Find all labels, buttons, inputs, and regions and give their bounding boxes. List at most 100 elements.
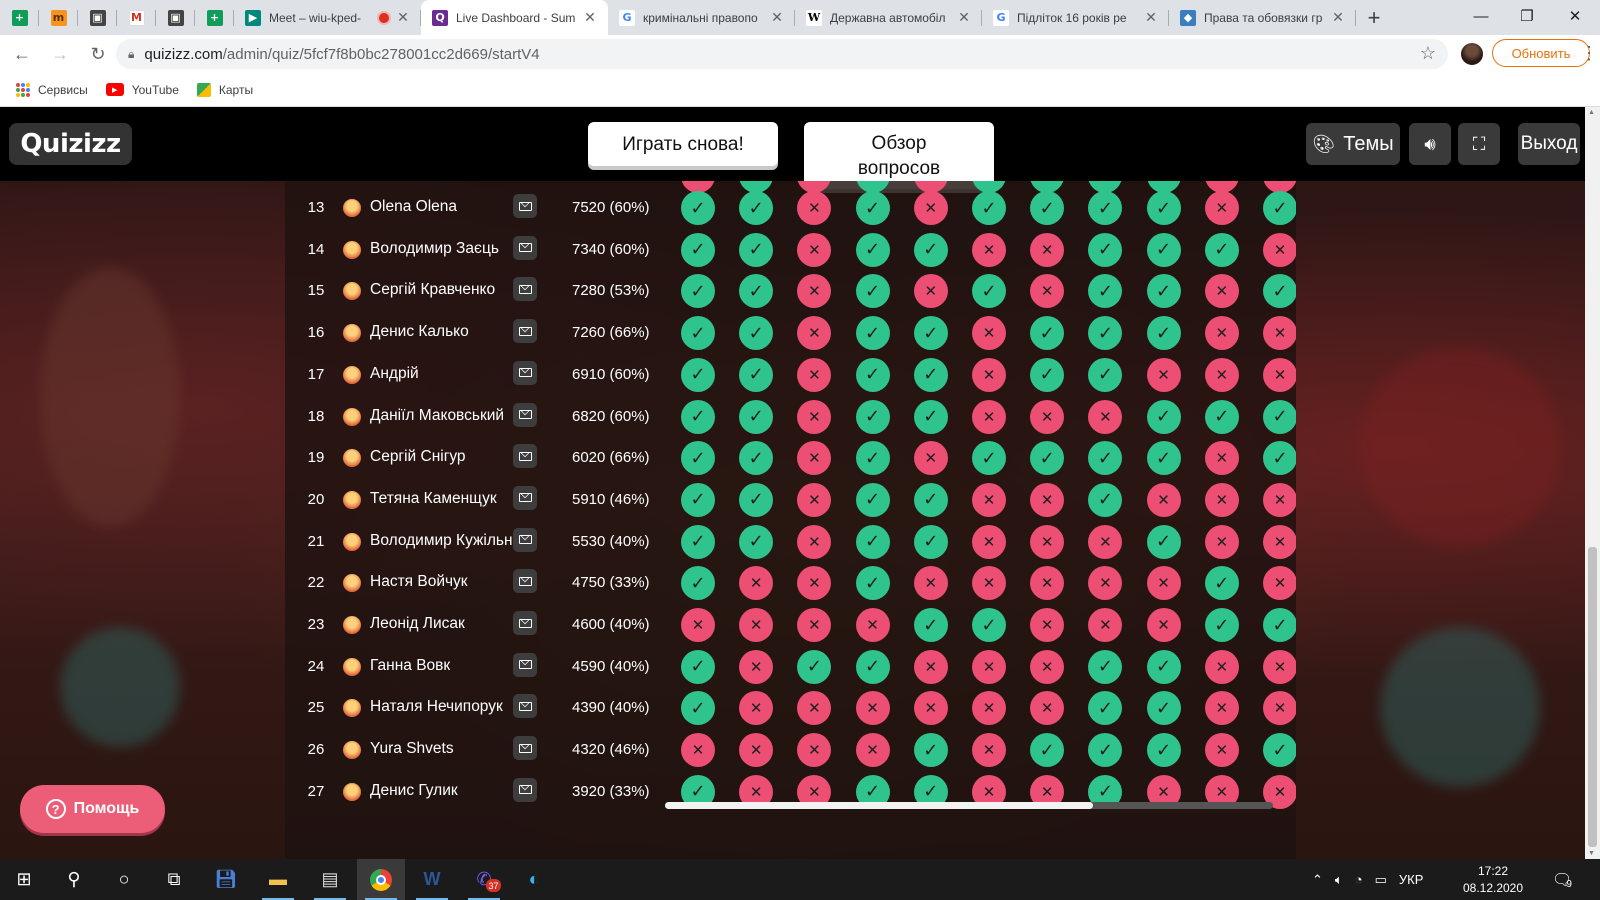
email-report-button[interactable] — [513, 444, 537, 469]
search-icon[interactable]: ⚲ — [67, 869, 81, 889]
file-explorer-icon[interactable]: ▬ — [254, 859, 302, 900]
incorrect-answer-icon[interactable]: ✕ — [913, 566, 948, 601]
email-report-button[interactable] — [513, 277, 537, 302]
bookmark-services[interactable]: Сервисы — [16, 82, 88, 97]
incorrect-answer-icon[interactable]: ✕ — [972, 733, 1006, 768]
correct-answer-icon[interactable]: ✓ — [1030, 733, 1065, 768]
incorrect-answer-icon[interactable]: ✕ — [797, 691, 832, 726]
bookmark-youtube[interactable]: ▶ YouTube — [105, 83, 179, 97]
incorrect-answer-icon[interactable]: ✕ — [1263, 232, 1296, 267]
correct-answer-icon[interactable]: ✓ — [1263, 441, 1296, 476]
volume-icon[interactable]: 🔈︎ — [1334, 871, 1343, 887]
table-row[interactable]: 25 Наталя Нечипорук 4390 (40%) ✓ ✕ ✕ ✕ ✕ ✕ ✕ ✓ ✓ ✕ ✕ — [285, 687, 1296, 728]
table-row[interactable]: 13 Olena Olena 7520 (60%) ✓ ✓ ✕ ✓ ✕ ✓ ✓ ✓ ✓ ✕ ✓ — [285, 187, 1296, 228]
tab-google-search-1[interactable]: G кримінальні правопо ✕ — [608, 0, 795, 35]
address-bar[interactable]: 🔒︎ quizizz.com/admin/quiz/5fcf7f8b0bc278… — [116, 39, 1448, 69]
tab-rights[interactable]: ◆ Права та обовязки гр ✕ — [1169, 0, 1356, 35]
horizontal-scrollbar[interactable] — [665, 802, 1273, 809]
incorrect-answer-icon[interactable]: ✕ — [739, 649, 774, 684]
windows-start-icon[interactable]: ⊞ — [16, 869, 32, 889]
more-menu-icon[interactable]: ⋮ — [1580, 43, 1598, 63]
correct-answer-icon[interactable]: ✓ — [972, 191, 1006, 225]
battery-icon[interactable]: ▭ — [1374, 871, 1387, 887]
pinned-tab-classroom[interactable]: ▣ — [78, 0, 117, 35]
correct-answer-icon[interactable]: ✓ — [1088, 733, 1123, 768]
correct-answer-icon[interactable]: ✓ — [1146, 733, 1181, 768]
correct-answer-icon[interactable]: ✓ — [855, 441, 890, 476]
incorrect-answer-icon[interactable]: ✕ — [1088, 524, 1123, 559]
correct-answer-icon[interactable]: ✓ — [1146, 524, 1181, 559]
email-report-button[interactable] — [513, 652, 537, 677]
themes-button[interactable]: 🎨︎ Темы — [1306, 123, 1400, 165]
bookmark-maps[interactable]: Карты — [196, 82, 253, 97]
incorrect-answer-icon[interactable]: ✕ — [1263, 316, 1296, 351]
correct-answer-icon[interactable]: ✓ — [1204, 399, 1239, 434]
correct-answer-icon[interactable]: ✓ — [1088, 649, 1123, 684]
incorrect-answer-icon[interactable]: ✕ — [1263, 357, 1296, 392]
incorrect-answer-icon[interactable]: ✕ — [913, 691, 948, 726]
vertical-scroll-thumb[interactable] — [1588, 547, 1597, 847]
maximize-button[interactable]: ❐ — [1520, 8, 1534, 25]
correct-answer-icon[interactable]: ✓ — [855, 649, 890, 684]
incorrect-answer-icon[interactable]: ✕ — [1088, 399, 1123, 434]
incorrect-answer-icon[interactable]: ✕ — [1263, 566, 1296, 601]
incorrect-answer-icon[interactable]: ✕ — [1204, 441, 1239, 476]
incorrect-answer-icon[interactable]: ✕ — [1088, 566, 1123, 601]
bookmark-star-icon[interactable]: ☆ — [1419, 43, 1436, 63]
scroll-down-icon[interactable]: ▼ — [1588, 850, 1595, 857]
incorrect-answer-icon[interactable]: ✕ — [797, 316, 832, 351]
incorrect-answer-icon[interactable]: ✕ — [1146, 357, 1181, 392]
table-row[interactable]: 20 Тетяна Каменщук 5910 (46%) ✓ ✓ ✕ ✓ ✓ ✕ ✕ ✓ ✕ ✕ ✕ — [285, 479, 1296, 520]
correct-answer-icon[interactable]: ✓ — [1146, 232, 1181, 267]
incorrect-answer-icon[interactable]: ✕ — [1030, 399, 1065, 434]
review-questions-button[interactable]: Обзор вопросов — [804, 122, 994, 189]
correct-answer-icon[interactable]: ✓ — [972, 608, 1006, 642]
scroll-up-icon[interactable]: ▲ — [1588, 109, 1595, 116]
correct-answer-icon[interactable]: ✓ — [1204, 608, 1239, 642]
correct-answer-icon[interactable]: ✓ — [1263, 191, 1296, 225]
table-row[interactable]: 18 Даніїл Маковський 6820 (60%) ✓ ✓ ✕ ✓ ✓ ✕ ✕ ✕ ✓ ✓ ✓ — [285, 396, 1296, 437]
incorrect-answer-icon[interactable]: ✕ — [855, 608, 890, 642]
correct-answer-icon[interactable]: ✓ — [855, 232, 890, 267]
tab-wikipedia[interactable]: W Державна автомобіл ✕ — [795, 0, 982, 35]
vertical-scrollbar[interactable]: ▲ ▼ — [1585, 107, 1600, 859]
correct-answer-icon[interactable]: ✓ — [739, 357, 774, 392]
incorrect-answer-icon[interactable]: ✕ — [972, 399, 1006, 434]
incorrect-answer-icon[interactable]: ✕ — [1030, 482, 1065, 517]
correct-answer-icon[interactable]: ✓ — [1030, 357, 1065, 392]
incorrect-answer-icon[interactable]: ✕ — [1204, 482, 1239, 517]
save-icon[interactable]: 💾︎ — [214, 869, 238, 889]
edge-icon[interactable]: ◐ — [528, 869, 540, 889]
incorrect-answer-icon[interactable]: ✕ — [913, 191, 948, 225]
email-report-button[interactable] — [513, 194, 537, 218]
correct-answer-icon[interactable]: ✓ — [739, 441, 774, 476]
email-report-button[interactable] — [513, 777, 537, 802]
correct-answer-icon[interactable]: ✓ — [1263, 608, 1296, 642]
correct-answer-icon[interactable]: ✓ — [1088, 316, 1123, 351]
correct-answer-icon[interactable]: ✓ — [739, 399, 774, 434]
correct-answer-icon[interactable]: ✓ — [1204, 566, 1239, 601]
table-row[interactable]: 22 Настя Войчук 4750 (33%) ✓ ✕ ✕ ✓ ✕ ✕ ✕ ✕ ✕ ✓ ✕ — [285, 562, 1296, 603]
correct-answer-icon[interactable]: ✓ — [1088, 441, 1123, 476]
incorrect-answer-icon[interactable]: ✕ — [1204, 733, 1239, 768]
exit-button[interactable]: Выход — [1518, 123, 1580, 165]
email-report-button[interactable] — [513, 569, 537, 594]
correct-answer-icon[interactable]: ✓ — [681, 649, 715, 684]
correct-answer-icon[interactable]: ✓ — [913, 357, 948, 392]
correct-answer-icon[interactable]: ✓ — [913, 482, 948, 517]
correct-answer-icon[interactable]: ✓ — [681, 357, 715, 392]
correct-answer-icon[interactable]: ✓ — [1030, 191, 1065, 225]
pinned-tab-classroom-2[interactable]: ▣ — [156, 0, 195, 35]
fullscreen-button[interactable]: ⛶ — [1458, 123, 1500, 165]
incorrect-answer-icon[interactable]: ✕ — [739, 691, 774, 726]
email-report-button[interactable] — [513, 611, 537, 635]
correct-answer-icon[interactable]: ✓ — [1146, 191, 1181, 225]
notification-center-icon[interactable]: 🗨︎ 9 — [1552, 859, 1572, 900]
incorrect-answer-icon[interactable]: ✕ — [1204, 649, 1239, 684]
incorrect-answer-icon[interactable]: ✕ — [972, 691, 1006, 726]
correct-answer-icon[interactable]: ✓ — [681, 441, 715, 476]
incorrect-answer-icon[interactable]: ✕ — [972, 482, 1006, 517]
incorrect-answer-icon[interactable]: ✕ — [1204, 274, 1239, 309]
incorrect-answer-icon[interactable]: ✕ — [855, 733, 890, 768]
email-report-button[interactable] — [513, 319, 537, 344]
